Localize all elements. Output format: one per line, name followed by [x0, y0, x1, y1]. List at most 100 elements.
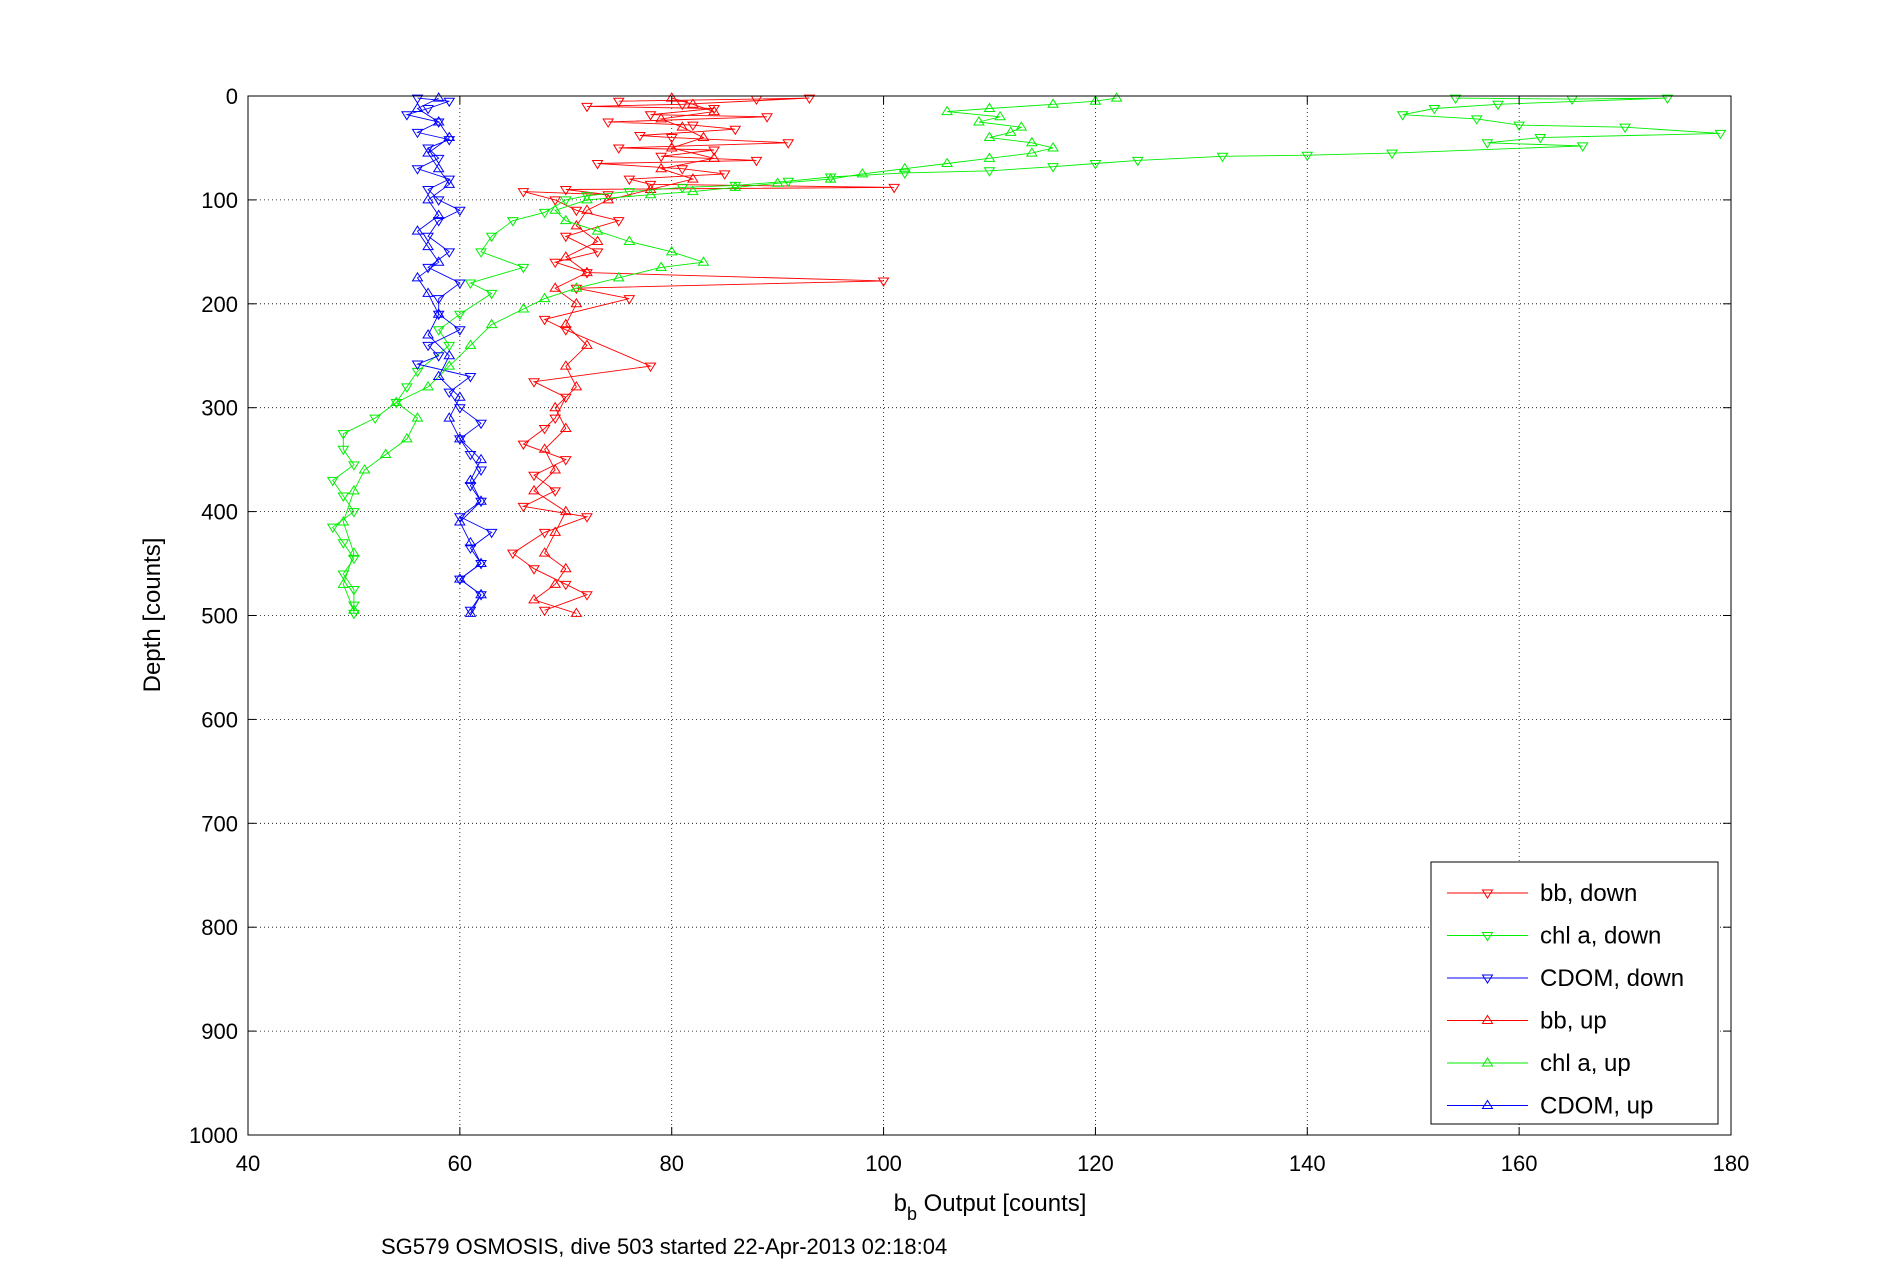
data-point	[559, 393, 572, 404]
data-point	[475, 453, 487, 464]
data-point	[475, 588, 487, 599]
x-tick-label: 140	[1289, 1151, 1326, 1176]
x-tick-label: 80	[659, 1151, 683, 1176]
data-point	[411, 271, 424, 282]
data-point	[453, 573, 466, 583]
data-point	[348, 484, 360, 495]
data-point	[379, 448, 392, 458]
data-point	[1089, 95, 1102, 105]
data-point	[443, 178, 456, 188]
legend-label: chl a, down	[1540, 923, 1661, 950]
data-point	[400, 383, 413, 393]
data-point	[411, 360, 424, 371]
data-point	[337, 445, 350, 456]
legend-entry: chl a, down	[1447, 923, 1661, 950]
data-point	[443, 131, 456, 142]
data-point	[644, 188, 657, 199]
data-point	[644, 183, 657, 194]
data-point	[591, 225, 604, 235]
data-point	[782, 139, 795, 149]
data-point	[432, 370, 445, 381]
data-point	[390, 399, 403, 409]
data-point	[1386, 149, 1398, 160]
data-point	[337, 539, 350, 549]
data-point	[337, 570, 350, 580]
legend-label: CDOM, up	[1540, 1093, 1653, 1120]
data-point	[348, 461, 360, 471]
data-point	[337, 492, 350, 502]
x-tick-label: 40	[236, 1151, 260, 1176]
data-point	[676, 165, 689, 175]
data-point	[824, 173, 837, 183]
data-point	[570, 206, 583, 217]
data-point	[422, 240, 434, 251]
data-point	[559, 360, 572, 370]
data-point	[348, 508, 360, 518]
data-point	[432, 295, 445, 305]
y-tick-label: 1000	[189, 1123, 238, 1148]
data-point	[983, 152, 996, 162]
data-point	[1492, 100, 1504, 111]
data-point	[676, 121, 689, 131]
data-point	[538, 547, 551, 557]
data-point	[729, 181, 742, 191]
data-point	[432, 116, 445, 126]
data-point	[549, 526, 562, 536]
data-point	[761, 113, 773, 123]
data-point	[422, 329, 434, 339]
data-point	[464, 544, 477, 554]
data-point	[538, 528, 551, 539]
legend-marker	[1481, 932, 1494, 942]
y-tick-label: 800	[201, 915, 238, 940]
series-line	[332, 97, 1721, 614]
data-point	[708, 146, 720, 156]
ticks: 40 60 80 100 120 140 160 180 0 100 200 300 400 500 600…	[189, 84, 1749, 1176]
data-point	[411, 128, 424, 139]
data-point	[1428, 104, 1441, 115]
data-point	[464, 606, 477, 617]
data-point	[464, 279, 477, 289]
data-point	[570, 380, 583, 391]
data-point	[464, 339, 477, 349]
data-point	[898, 169, 911, 179]
y-tick-label: 600	[201, 707, 238, 732]
y-tick-label: 500	[201, 604, 238, 629]
data-point	[453, 404, 466, 414]
data-point	[443, 388, 456, 399]
data-point	[570, 282, 583, 292]
data-point	[559, 186, 572, 196]
data-point	[337, 430, 350, 440]
data-point	[623, 175, 636, 186]
data-point	[676, 183, 689, 194]
data-point	[591, 235, 604, 245]
x-tick-label: 60	[448, 1151, 472, 1176]
data-point	[411, 165, 424, 175]
data-point	[517, 502, 530, 513]
data-point	[559, 580, 572, 591]
data-point	[348, 601, 360, 612]
data-point	[390, 396, 403, 407]
data-point	[665, 245, 678, 256]
data-point	[464, 607, 477, 617]
data-point	[856, 167, 869, 178]
data-point	[475, 248, 487, 258]
legend-label: bb, up	[1540, 1008, 1607, 1035]
data-point	[337, 516, 350, 526]
data-point	[602, 193, 615, 204]
x-axis-label-main: b	[894, 1190, 907, 1217]
data-point	[549, 487, 562, 497]
data-point	[422, 380, 434, 391]
data-point	[464, 474, 477, 484]
data-point	[655, 261, 668, 271]
data-point	[591, 160, 604, 170]
data-point	[528, 484, 540, 495]
data-point	[771, 177, 784, 187]
legend-marker	[1481, 1099, 1494, 1109]
data-point	[697, 256, 710, 266]
series-layer	[326, 92, 1727, 620]
data-point	[453, 279, 466, 289]
data-point	[326, 476, 339, 487]
data-point	[559, 214, 572, 225]
data-point	[665, 142, 678, 152]
data-point	[400, 111, 413, 121]
